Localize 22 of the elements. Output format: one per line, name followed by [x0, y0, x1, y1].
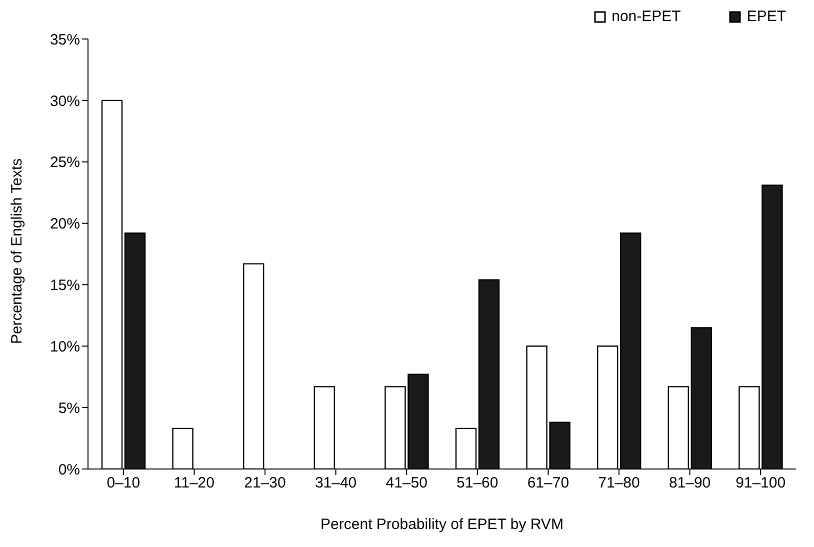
x-tick-label: 41–50 [386, 474, 428, 492]
x-tick-label: 0–10 [106, 474, 140, 492]
y-tick-label: 30% [50, 92, 80, 110]
x-tick-label: 21–30 [244, 474, 286, 492]
y-tick-label: 25% [50, 154, 80, 172]
legend-label: EPET [746, 8, 786, 25]
x-tick-label: 31–40 [314, 474, 357, 492]
y-tick-label: 35% [50, 31, 80, 48]
x-tick-label: 51–60 [456, 474, 498, 492]
x-tick-label: 91–100 [736, 474, 786, 492]
x-axis-title: Percent Probability of EPET by RVM [320, 516, 564, 533]
x-tick-label: 61–70 [527, 474, 570, 492]
x-tick-label: 11–20 [174, 474, 215, 492]
y-tick-label: 20% [50, 216, 80, 233]
y-axis-title: Percentage of English Texts [8, 158, 26, 344]
x-tick-label: 81–90 [668, 474, 711, 492]
y-tick-label: 15% [50, 277, 80, 294]
y-tick-label: 10% [50, 338, 80, 356]
x-tick-label: 71–80 [598, 474, 640, 492]
legend-label: non-EPET [612, 8, 681, 25]
y-tick-label: 5% [58, 400, 80, 417]
y-tick-label: 0% [58, 461, 80, 478]
